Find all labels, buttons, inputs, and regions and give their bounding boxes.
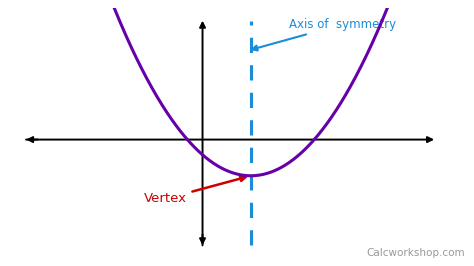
Text: Vertex: Vertex [144, 176, 246, 205]
Text: Calcworkshop.com: Calcworkshop.com [366, 248, 465, 258]
Text: Axis of  symmetry: Axis of symmetry [252, 18, 396, 51]
